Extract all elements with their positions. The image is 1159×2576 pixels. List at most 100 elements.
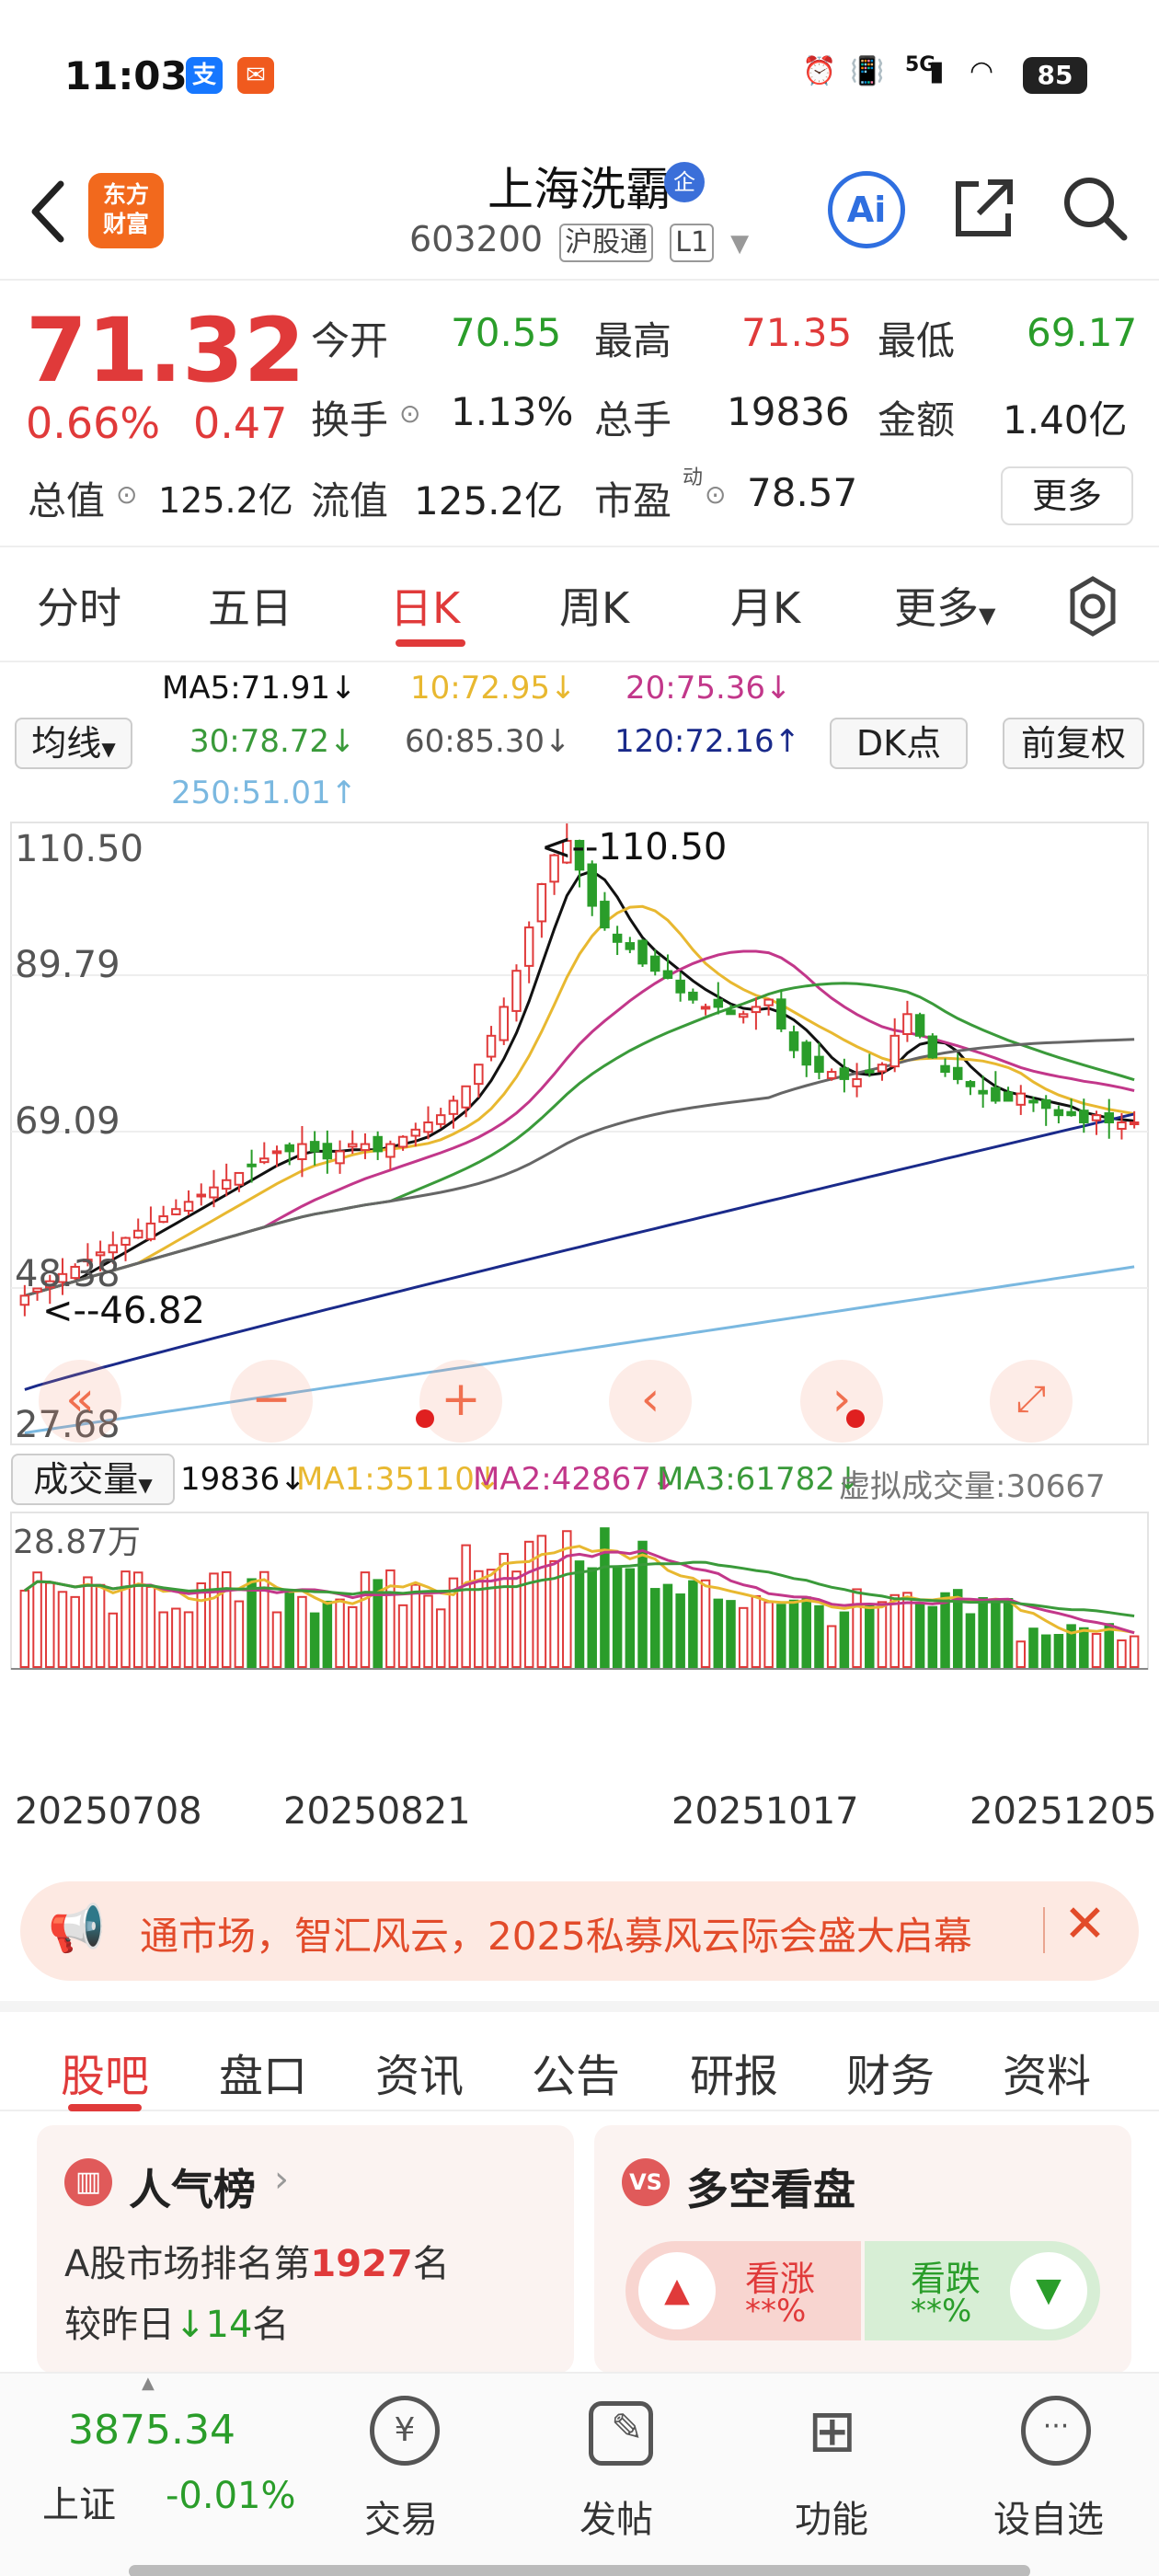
tab-research[interactable]: 研报 <box>690 2051 779 2102</box>
candle-body <box>700 1006 711 1010</box>
index-ticker[interactable]: ▲ 3875.34 上证 -0.01% <box>0 2374 296 2558</box>
candle-body <box>309 1141 320 1153</box>
close-icon[interactable]: ✕ <box>1063 1894 1107 1954</box>
stock-name: 上海洗霸 <box>488 163 671 216</box>
info-icon[interactable]: ⊙ <box>705 479 727 510</box>
level-tag: L1 <box>670 224 715 262</box>
kline-chart[interactable]: 110.50 89.79 69.09 48.38 27.68 <--110.50… <box>0 819 1159 1812</box>
bear-button[interactable]: 看跌 **% ▼ <box>865 2241 1100 2340</box>
tab-order-book[interactable]: 盘口 <box>219 2051 308 2102</box>
volume-bar <box>914 1602 925 1669</box>
tab-announcements[interactable]: 公告 <box>532 2051 621 2102</box>
volume-bar <box>688 1580 698 1668</box>
status-time: 11:03 <box>64 53 188 98</box>
tab-profile[interactable]: 资料 <box>1003 2051 1092 2102</box>
chart-bar-icon: ▥ <box>64 2158 112 2206</box>
tab-forum[interactable]: 股吧 <box>61 2051 150 2102</box>
ma-select-button[interactable]: 均线▼ <box>15 718 132 769</box>
volume-bar <box>523 1540 534 1669</box>
scroll-right-button[interactable]: › <box>800 1360 883 1443</box>
volume-bar <box>877 1601 888 1669</box>
tab-five-day[interactable]: 五日 <box>208 583 293 633</box>
tab-financials[interactable]: 财务 <box>846 2051 935 2102</box>
gear-icon[interactable] <box>1061 575 1124 638</box>
bull-value: **% <box>745 2293 807 2329</box>
down-triangle-icon: ▼ <box>1010 2252 1087 2329</box>
zoom-out-button[interactable]: − <box>230 1360 313 1443</box>
volume-bar <box>814 1604 824 1669</box>
rank-suffix: 名 <box>412 2243 450 2285</box>
ai-assistant-icon[interactable]: Ai <box>828 171 905 248</box>
nav-functions[interactable]: ⊞ 功能 <box>780 2374 890 2558</box>
megaphone-icon: 📢 <box>48 1902 106 1955</box>
volume-bar <box>461 1544 471 1669</box>
candle-body <box>322 1143 333 1160</box>
nav-post[interactable]: ✎ 发帖 <box>565 2374 675 2558</box>
volume-bar <box>927 1605 938 1668</box>
volume-bar <box>474 1570 484 1669</box>
tab-more-periods[interactable]: 更多▼ <box>894 575 995 636</box>
more-quote-button[interactable]: 更多 <box>1001 466 1133 525</box>
share-icon[interactable] <box>947 171 1021 245</box>
scroll-far-left-button[interactable]: « <box>39 1360 121 1443</box>
virtual-volume-legend: 虚拟成交量:30667 <box>839 1468 1106 1505</box>
scroll-left-button[interactable]: ‹ <box>609 1360 692 1443</box>
promo-banner[interactable]: 📢 通市场，智汇风云，2025私募风云际会盛大启幕 ✕ <box>20 1881 1139 1981</box>
volume-bar <box>978 1597 988 1668</box>
candle-body <box>132 1229 143 1239</box>
volume-indicator-select[interactable]: 成交量▼ <box>11 1454 175 1505</box>
candle-body <box>486 1034 497 1058</box>
logo-line2: 财富 <box>102 211 149 237</box>
volume-bar <box>1066 1624 1076 1668</box>
message-app-icon: ✉ <box>237 57 274 94</box>
tab-month-k[interactable]: 月K <box>730 583 801 633</box>
candle-body <box>562 839 572 864</box>
nav-add-watchlist-label: 设自选 <box>993 2499 1104 2541</box>
nav-trade[interactable]: ¥ 交易 <box>350 2374 460 2558</box>
fullscreen-expand-icon[interactable]: ⤢ <box>990 1360 1073 1443</box>
index-value: 3875.34 <box>68 2407 235 2454</box>
stock-code-line[interactable]: 603200 沪股通 L1 ▼ <box>409 219 749 262</box>
banner-text: 通市场，智汇风云，2025私募风云际会盛大启幕 <box>140 1914 972 1959</box>
volume-bar <box>511 1570 522 1669</box>
volume-bar <box>385 1569 396 1668</box>
volume-bar <box>499 1552 510 1668</box>
alarm-icon: ⏰ <box>802 55 837 87</box>
candle-body <box>1091 1114 1102 1121</box>
zoom-in-button[interactable]: + <box>419 1360 502 1443</box>
volume-bar <box>852 1588 862 1668</box>
candle-body <box>776 998 786 1029</box>
volume-bar <box>32 1571 42 1668</box>
tab-timeshare[interactable]: 分时 <box>37 583 121 633</box>
back-arrow-icon[interactable] <box>24 175 79 248</box>
candle-body <box>612 933 623 943</box>
float-value: 125.2亿 <box>414 478 564 523</box>
volume-bar <box>373 1579 383 1669</box>
bull-label: 看涨 <box>745 2259 816 2299</box>
tab-week-k[interactable]: 周K <box>559 583 630 633</box>
forward-adjust-button[interactable]: 前复权 <box>1003 718 1144 769</box>
change-amount: 0.47 <box>193 398 288 448</box>
dk-point-button[interactable]: DK点 <box>830 718 968 769</box>
tab-day-k[interactable]: 日K <box>390 583 461 633</box>
app-logo[interactable]: 东方 财富 <box>88 173 164 248</box>
volume-bar <box>183 1611 194 1668</box>
popularity-card[interactable]: ▥ 人气榜 › A股市场排名第1927名 较昨日↓14名 <box>37 2125 574 2374</box>
vol-ma1-legend: MA1:35110↓ <box>296 1461 501 1498</box>
bull-button[interactable]: ▲ 看涨 **% <box>625 2241 861 2340</box>
candle-body <box>360 1143 371 1152</box>
info-icon[interactable]: ⊙ <box>399 398 421 429</box>
ma-select-label: 均线 <box>31 723 102 764</box>
volume-bar <box>1117 1639 1127 1669</box>
search-icon[interactable] <box>1058 171 1131 245</box>
tab-news[interactable]: 资讯 <box>375 2051 465 2102</box>
candle-body <box>549 854 559 883</box>
info-icon[interactable]: ⊙ <box>116 479 138 510</box>
candle-body <box>19 1294 30 1306</box>
volume-bar <box>234 1600 245 1668</box>
volume-bar <box>776 1604 786 1668</box>
nav-add-watchlist[interactable]: ··· 设自选 <box>984 2374 1122 2558</box>
candle-body <box>259 1157 270 1164</box>
candle-body <box>536 883 547 923</box>
volume-bar <box>839 1611 850 1669</box>
